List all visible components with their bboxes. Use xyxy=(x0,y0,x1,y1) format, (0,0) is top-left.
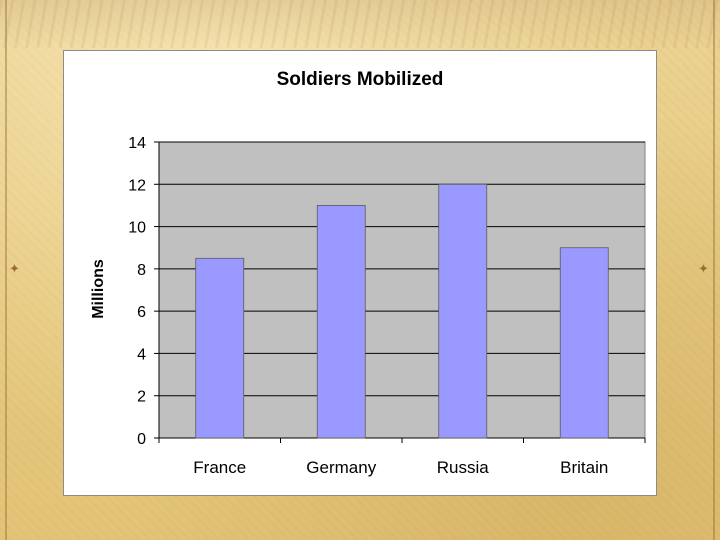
y-tick-label: 6 xyxy=(137,304,146,321)
x-tick-label: Russia xyxy=(437,458,490,477)
chart-title: Soldiers Mobilized xyxy=(277,69,444,90)
y-tick-label: 10 xyxy=(128,220,146,237)
bar-germany xyxy=(316,205,366,439)
y-tick-label: 2 xyxy=(137,389,146,406)
left-ornament-icon: ✦ xyxy=(9,262,20,277)
bar-britain xyxy=(559,247,609,439)
y-tick-label: 14 xyxy=(128,135,146,152)
left-decorative-border xyxy=(5,0,7,540)
x-tick-label: Britain xyxy=(560,458,608,477)
y-axis-label: Millions xyxy=(90,259,107,319)
bar-chart: Soldiers Mobilized Millions 0 2 4 6 8 10 12 14 F… xyxy=(90,69,646,477)
bar-russia xyxy=(438,183,488,439)
right-ornament-icon: ✦ xyxy=(698,262,709,277)
x-tick-label: Germany xyxy=(306,458,376,477)
bar-france xyxy=(195,257,245,439)
plot-area: 0 2 4 6 8 10 12 14 France Germany Russia Britain xyxy=(128,135,646,477)
y-tick-label: 12 xyxy=(128,177,146,194)
right-decorative-border xyxy=(713,0,715,540)
stamp-texture-band xyxy=(0,0,720,48)
x-tick-label: France xyxy=(193,458,246,477)
y-tick-label: 4 xyxy=(137,346,146,363)
y-tick-label: 0 xyxy=(137,431,146,448)
y-tick-label: 8 xyxy=(137,262,146,279)
chart-card: Soldiers Mobilized Millions 0 2 4 6 8 10 12 14 F… xyxy=(63,50,657,496)
